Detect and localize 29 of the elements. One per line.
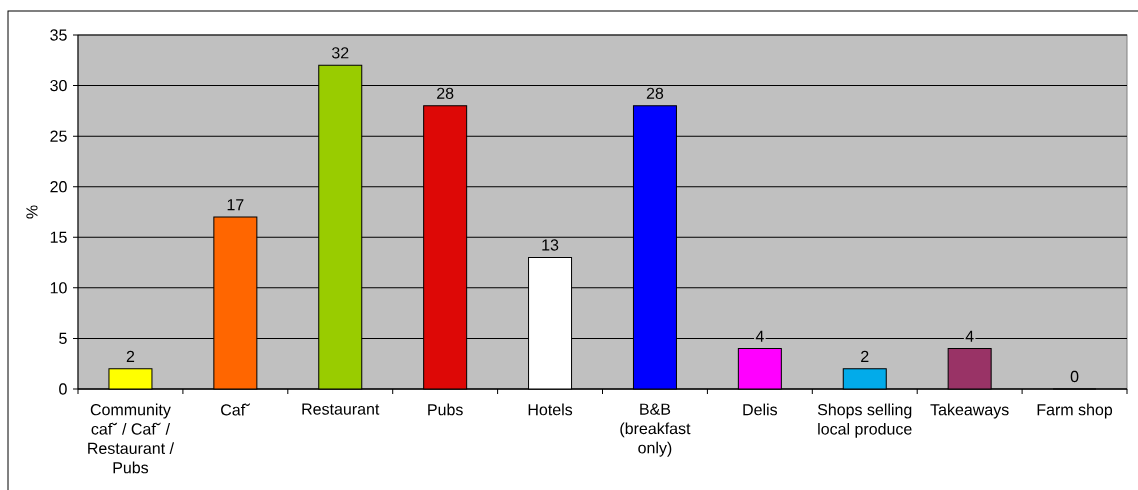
y-tick-label: 15 <box>50 231 67 243</box>
y-tick-label: 35 <box>50 29 67 41</box>
y-tick-label: 10 <box>50 282 67 294</box>
data-label: 4 <box>755 330 764 342</box>
x-tick-label: Caf˘ <box>221 403 251 416</box>
data-label: 0 <box>1070 370 1079 383</box>
data-label: 32 <box>331 47 349 59</box>
y-axis-title: % <box>26 205 38 219</box>
data-label: 13 <box>542 239 559 251</box>
x-tick-label: Pubs <box>428 403 463 416</box>
x-tick-label: Restaurant <box>302 403 380 415</box>
y-tick-label: 30 <box>50 79 67 92</box>
x-tick-label: Community caf˘ / Caf˘ / Restaurant / Pubs <box>88 403 175 474</box>
y-tick-label: 20 <box>50 181 67 193</box>
y-tick-label: 25 <box>50 130 67 142</box>
data-label: 17 <box>227 199 244 211</box>
y-tick-label: 5 <box>59 332 67 344</box>
x-tick-label: Takeaways <box>930 403 1009 419</box>
data-label: 28 <box>437 87 454 99</box>
data-label: 2 <box>861 350 869 362</box>
x-tick-label: B&B (breakfast only) <box>620 403 691 457</box>
data-label: 4 <box>965 330 974 342</box>
x-tick-label: Farm shop <box>1037 403 1113 419</box>
x-tick-label: Hotels <box>528 403 573 416</box>
data-label: 2 <box>126 350 135 362</box>
y-tick-label: 0 <box>59 383 67 395</box>
x-tick-label: Shops selling local produce <box>817 403 912 438</box>
x-tick-label: Delis <box>743 403 778 416</box>
data-label: 28 <box>646 87 664 99</box>
